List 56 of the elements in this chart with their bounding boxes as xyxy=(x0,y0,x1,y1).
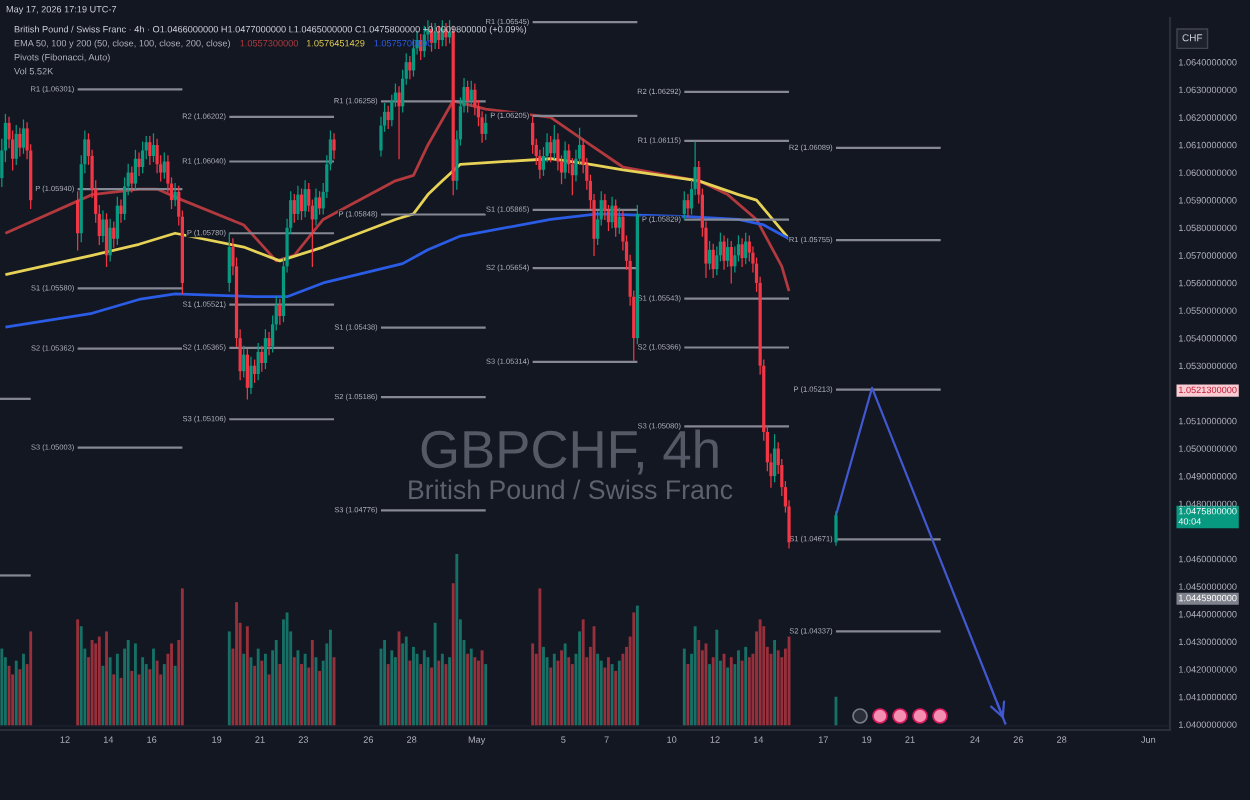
candlestick xyxy=(397,86,401,160)
candlestick xyxy=(260,345,264,372)
line-series xyxy=(4,99,791,293)
candlestick xyxy=(729,240,733,284)
candlestick xyxy=(549,136,553,163)
candlestick xyxy=(133,149,138,190)
text: GBPCHF, 4h xyxy=(421,429,718,475)
candlestick xyxy=(141,141,145,174)
candlestick xyxy=(726,238,730,267)
candlestick xyxy=(108,218,112,262)
candlestick xyxy=(256,343,260,381)
candlestick xyxy=(711,243,715,279)
candlestick xyxy=(563,141,567,179)
candlestick xyxy=(119,199,123,223)
candlestick xyxy=(740,238,744,267)
candlestick xyxy=(296,185,300,221)
candlestick xyxy=(433,22,437,49)
candlestick xyxy=(101,210,105,243)
candlestick xyxy=(444,22,448,47)
candlestick xyxy=(245,348,249,400)
candlestick xyxy=(18,127,22,157)
candlestick xyxy=(552,125,556,160)
candlestick xyxy=(130,166,134,193)
candlestick xyxy=(112,221,116,248)
candlestick xyxy=(617,207,621,234)
candlestick xyxy=(469,80,473,107)
candlestick xyxy=(722,235,726,270)
candlestick xyxy=(314,188,318,226)
candlestick xyxy=(484,113,488,141)
candlestick xyxy=(115,196,119,245)
candlestick xyxy=(292,193,296,223)
candlestick xyxy=(148,136,152,165)
candlestick xyxy=(682,191,686,221)
candlestick xyxy=(614,199,618,237)
candlestick xyxy=(21,119,26,154)
candlestick xyxy=(332,133,336,160)
candlestick xyxy=(317,191,322,215)
candlestick xyxy=(686,193,690,218)
candlestick xyxy=(707,240,712,270)
candlestick xyxy=(610,196,614,229)
candlestick xyxy=(278,298,282,325)
candlestick xyxy=(263,329,268,370)
candlestick xyxy=(267,331,271,356)
candlestick xyxy=(104,213,109,267)
candlestick xyxy=(466,80,470,113)
candlestick xyxy=(249,356,253,394)
candlestick xyxy=(162,152,166,179)
candlestick xyxy=(14,125,18,165)
candlestick xyxy=(227,232,231,292)
candlestick xyxy=(76,191,80,251)
candlestick xyxy=(155,138,159,174)
candlestick xyxy=(834,511,838,546)
candlestick xyxy=(772,434,777,483)
text: British Pound / Swiss Franc xyxy=(409,479,733,500)
candlestick xyxy=(303,180,307,218)
candlestick xyxy=(137,152,141,176)
